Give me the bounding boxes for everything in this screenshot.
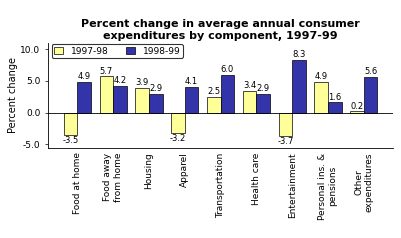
Bar xyxy=(314,82,328,113)
Text: -3.2: -3.2 xyxy=(170,134,186,143)
Bar xyxy=(77,82,91,113)
Text: 2.9: 2.9 xyxy=(257,84,270,94)
Bar xyxy=(292,60,306,113)
Bar xyxy=(185,87,198,113)
Text: 2.5: 2.5 xyxy=(207,87,220,96)
Text: 6.0: 6.0 xyxy=(221,65,234,74)
Text: 4.9: 4.9 xyxy=(78,72,91,81)
Bar xyxy=(149,94,162,113)
Bar xyxy=(64,113,77,135)
Text: -3.5: -3.5 xyxy=(63,136,79,145)
Text: 5.7: 5.7 xyxy=(100,67,113,76)
Bar xyxy=(256,94,270,113)
Bar xyxy=(207,97,221,113)
Bar xyxy=(171,113,185,133)
Text: 3.9: 3.9 xyxy=(136,78,149,87)
Text: 4.9: 4.9 xyxy=(314,72,328,81)
Bar xyxy=(328,103,342,113)
Bar xyxy=(350,111,364,113)
Text: 0.2: 0.2 xyxy=(350,102,363,111)
Bar xyxy=(99,76,113,113)
Text: 4.1: 4.1 xyxy=(185,77,198,86)
Title: Percent change in average annual consumer
expenditures by component, 1997-99: Percent change in average annual consume… xyxy=(81,19,360,41)
Bar xyxy=(221,74,234,113)
Y-axis label: Percent change: Percent change xyxy=(8,57,18,133)
Bar xyxy=(364,77,377,113)
Text: -3.7: -3.7 xyxy=(277,137,294,146)
Text: 4.2: 4.2 xyxy=(113,76,127,85)
Text: 1.6: 1.6 xyxy=(328,93,341,102)
Bar xyxy=(136,88,149,113)
Text: 8.3: 8.3 xyxy=(292,50,306,59)
Bar xyxy=(279,113,292,136)
Legend: 1997-98, 1998-99: 1997-98, 1998-99 xyxy=(52,44,183,58)
Text: 5.6: 5.6 xyxy=(364,67,377,76)
Bar xyxy=(113,86,127,113)
Text: 2.9: 2.9 xyxy=(149,84,162,94)
Bar xyxy=(243,91,256,113)
Text: 3.4: 3.4 xyxy=(243,81,256,90)
